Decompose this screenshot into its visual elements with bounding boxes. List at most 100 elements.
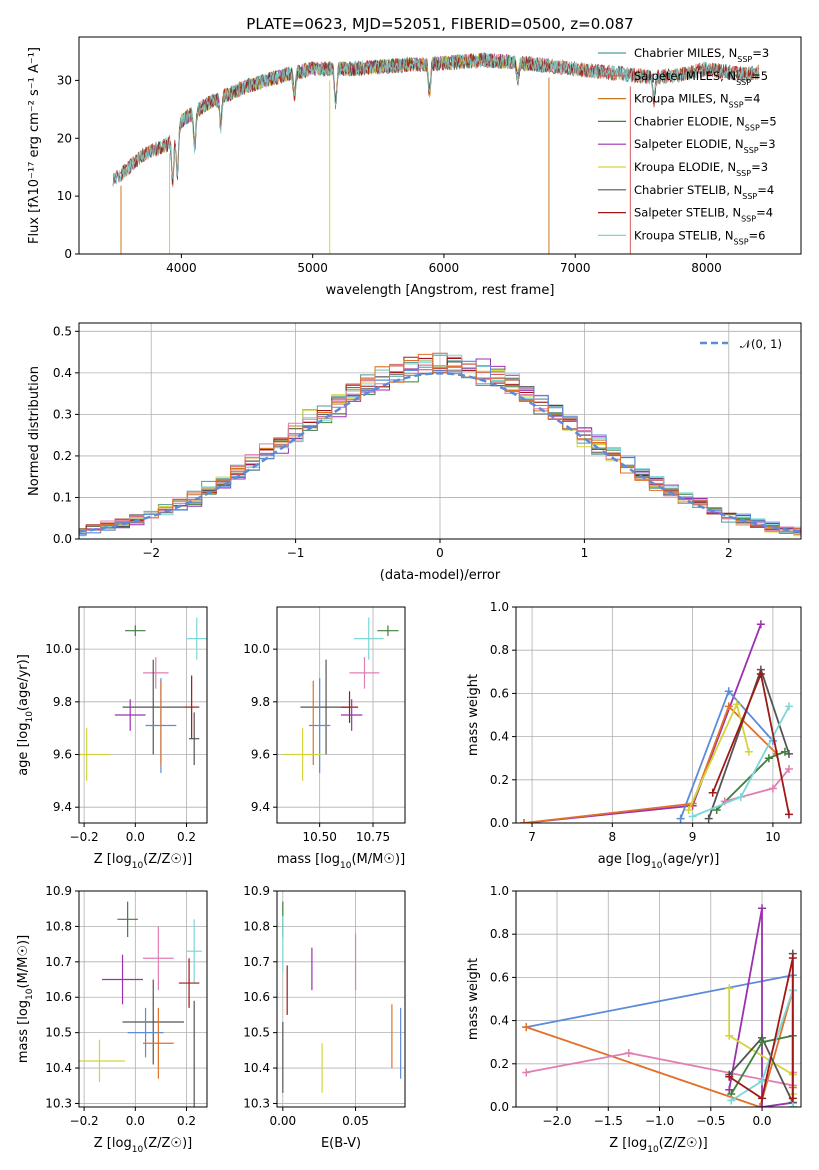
- legend: Chabrier MILES, NSSP=3 Salpeter MILES, NS…: [598, 46, 777, 246]
- legend-label: Salpeter ELODIE, NSSP=3: [634, 137, 776, 155]
- x-tick-label: −2.0: [542, 1114, 571, 1128]
- y-tick-label: 30: [57, 73, 72, 87]
- y-tick-label: 0.0: [490, 1100, 509, 1114]
- massweight-marker: [758, 904, 767, 913]
- legend-label: Chabrier ELODIE, NSSP=5: [634, 114, 777, 131]
- massweight-marker: [758, 1094, 767, 1103]
- x-tick-label: −0.2: [70, 1114, 99, 1128]
- massweight-series-line: [523, 704, 778, 823]
- massweight-series-line: [724, 768, 790, 803]
- axes-frame: [78, 606, 208, 824]
- panel-age-vs-Z: −0.2 0.0 0.2 9.4 9.6 9.8 10.0 Z [log10(Z/Z☉)] ag…: [16, 606, 208, 871]
- axes-frame: [515, 890, 802, 1108]
- x-tick-label: −0.5: [696, 1114, 725, 1128]
- massweight-marker: [788, 953, 797, 962]
- histogram-step-line: [79, 354, 801, 537]
- y-tick-label: 10.4: [45, 1061, 72, 1075]
- y-axis-label: mass [log10(M/M☉)]: [16, 935, 35, 1063]
- y-tick-label: 10.8: [243, 919, 270, 933]
- x-tick-label: 6000: [429, 261, 460, 275]
- x-tick-label: 0.2: [177, 1114, 196, 1128]
- panel-age-vs-mass: 10.50 10.75 9.4 9.6 9.8 10.0 mass [log10(M/M☉)…: [243, 606, 406, 871]
- x-tick-label: 9: [689, 830, 697, 844]
- massweight-marker: [724, 687, 733, 696]
- spectrum-series-line: [112, 51, 760, 187]
- x-axis-label: mass [log10(M/M☉)]: [277, 852, 405, 871]
- x-axis-label: (data-model)/error: [380, 568, 501, 583]
- axes-frame: [276, 606, 406, 824]
- x-tick-label: 0.2: [177, 830, 196, 844]
- massweight-marker: [522, 1068, 531, 1077]
- x-axis-label: E(B-V): [321, 1136, 361, 1151]
- y-tick-label: 1.0: [490, 884, 509, 898]
- x-tick-label: 8000: [691, 261, 722, 275]
- y-tick-label: 0.8: [490, 927, 509, 941]
- axes-frame: [515, 606, 802, 824]
- x-axis-label: Z [log10(Z/Z☉)]: [609, 1136, 707, 1155]
- panel-residuals: −2 −1 0 1 2 0.0 0.1 0.2 0.3 0.4 0.5 (data-model)/er…: [27, 322, 802, 583]
- y-tick-label: 0.8: [490, 643, 509, 657]
- x-tick-label: 10: [765, 830, 780, 844]
- massweight-marker: [784, 702, 793, 711]
- x-tick-label: 0.05: [342, 1114, 369, 1128]
- x-axis-label: age [log10(age/yr)]: [598, 852, 720, 871]
- x-tick-label: 5000: [297, 261, 328, 275]
- legend-label: Kroupa STELIB, NSSP=6: [634, 228, 765, 246]
- massweight-marker: [708, 788, 717, 797]
- x-tick-label: −1.5: [594, 1114, 623, 1128]
- massweight-marker: [724, 702, 733, 711]
- y-tick-label: 9.8: [251, 695, 270, 709]
- legend-label: Chabrier MILES, NSSP=3: [634, 46, 769, 64]
- massweight-marker: [520, 819, 529, 823]
- massweight-series-line: [711, 670, 790, 815]
- massweight-marker: [756, 620, 765, 629]
- plot-area: [112, 51, 760, 254]
- x-tick-label: 0.0: [126, 830, 145, 844]
- y-axis-label: Normed distribution: [27, 366, 42, 496]
- y-tick-label: 0.2: [53, 449, 72, 463]
- y-tick-label: 0.1: [53, 490, 72, 504]
- massweight-marker: [758, 1077, 767, 1086]
- x-tick-label: 0.0: [752, 1114, 771, 1128]
- y-axis-label: age [log10(age/yr)]: [16, 654, 35, 776]
- massweight-marker: [732, 700, 741, 709]
- massweight-marker: [624, 1049, 633, 1057]
- massweight-marker: [725, 1072, 734, 1081]
- massweight-series-line: [728, 908, 793, 1107]
- plot-area: [522, 904, 797, 1107]
- x-axis-label: wavelength [Angstrom, rest frame]: [326, 283, 555, 298]
- plot-area: [520, 620, 793, 823]
- massweight-marker: [725, 1085, 734, 1094]
- x-tick-label: 1: [581, 546, 589, 560]
- panel-mass-vs-ebv: 0.00 0.05 10.3 10.4 10.5 10.6 10.7 10.8 10.9 E(B-…: [243, 884, 406, 1151]
- y-tick-label: 10.7: [45, 955, 72, 969]
- massweight-marker: [756, 669, 765, 678]
- axes-frame: [78, 890, 208, 1108]
- massweight-marker: [788, 1094, 797, 1103]
- y-tick-label: 10.9: [243, 884, 270, 898]
- legend-label: Salpeter STELIB, NSSP=4: [634, 206, 773, 224]
- plot-area: [282, 901, 402, 1093]
- axes-frame: [78, 36, 802, 255]
- plot-area: [79, 617, 207, 781]
- legend-label: Salpeter MILES, NSSP=5: [634, 69, 768, 87]
- y-tick-label: 0.4: [53, 366, 72, 380]
- massweight-marker: [784, 810, 793, 819]
- massweight-marker: [676, 814, 685, 823]
- y-tick-label: 0.5: [53, 324, 72, 338]
- legend: 𝒩(0, 1): [700, 337, 782, 351]
- y-tick-label: 0.2: [490, 1057, 509, 1071]
- massweight-series-line: [707, 666, 790, 819]
- x-tick-label: 8: [609, 830, 617, 844]
- y-tick-label: 10.3: [243, 1096, 270, 1110]
- massweight-marker: [764, 754, 773, 763]
- x-tick-label: 10.75: [356, 830, 390, 844]
- y-axis-label: mass weight: [466, 674, 481, 756]
- y-tick-label: 9.6: [53, 748, 72, 762]
- legend-label: Chabrier STELIB, NSSP=4: [634, 183, 774, 201]
- y-tick-label: 1.0: [490, 600, 509, 614]
- massweight-marker: [755, 1103, 764, 1107]
- y-tick-label: 10.5: [45, 1026, 72, 1040]
- massweight-marker: [758, 1038, 767, 1047]
